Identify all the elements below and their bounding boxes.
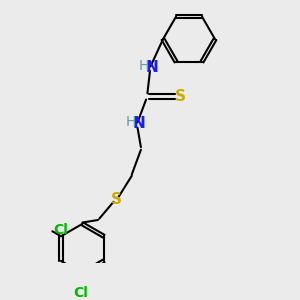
Text: H: H <box>126 115 136 129</box>
Text: N: N <box>146 60 158 75</box>
Text: S: S <box>111 192 122 207</box>
Text: Cl: Cl <box>74 286 88 300</box>
Text: N: N <box>133 116 146 131</box>
Text: Cl: Cl <box>53 223 68 237</box>
Text: H: H <box>138 59 149 73</box>
Text: S: S <box>174 89 185 104</box>
